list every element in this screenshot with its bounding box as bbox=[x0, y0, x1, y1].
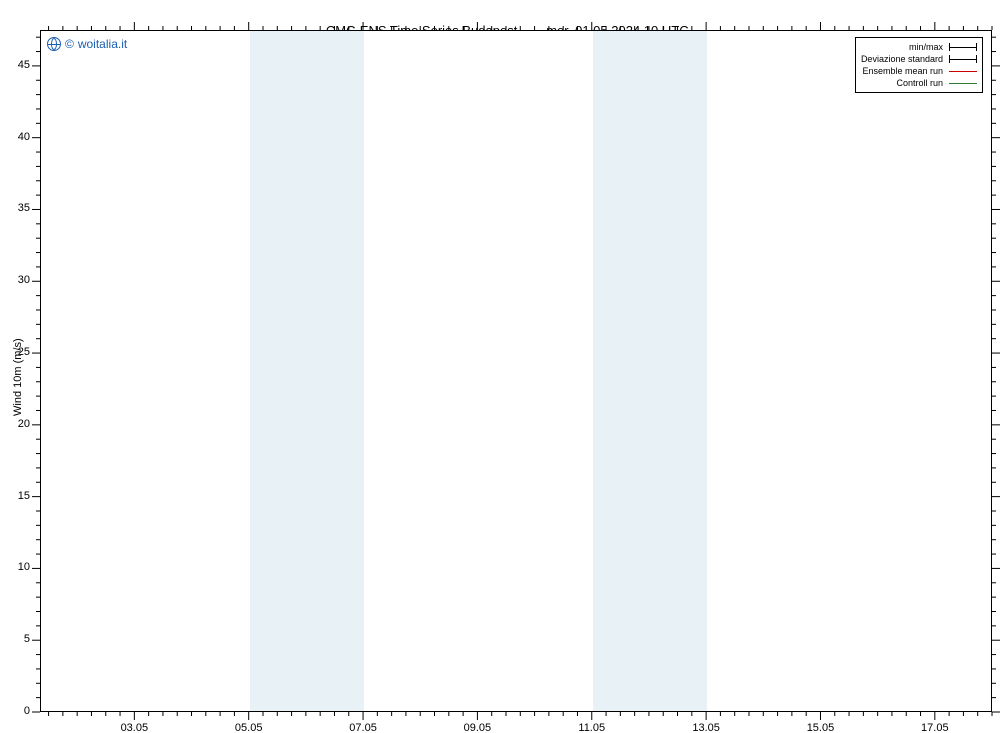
x-tick-label: 03.05 bbox=[109, 722, 159, 733]
y-tick-label: 0 bbox=[24, 705, 30, 717]
chart-container: CMC-ENS Time Series Budapest mer. 01.05.… bbox=[0, 0, 1000, 733]
x-tick-label: 15.05 bbox=[795, 722, 845, 733]
y-tick-label: 40 bbox=[18, 131, 30, 143]
x-tick-label: 09.05 bbox=[452, 722, 502, 733]
x-tick-label: 13.05 bbox=[681, 722, 731, 733]
axes-svg bbox=[0, 0, 1000, 733]
x-tick-label: 17.05 bbox=[910, 722, 960, 733]
x-tick-label: 11.05 bbox=[567, 722, 617, 733]
y-tick-label: 35 bbox=[18, 202, 30, 214]
x-tick-label: 07.05 bbox=[338, 722, 388, 733]
y-tick-label: 30 bbox=[18, 274, 30, 286]
y-tick-label: 15 bbox=[18, 490, 30, 502]
y-tick-label: 25 bbox=[18, 346, 30, 358]
y-tick-label: 20 bbox=[18, 418, 30, 430]
y-tick-label: 45 bbox=[18, 59, 30, 71]
y-tick-label: 5 bbox=[24, 633, 30, 645]
x-tick-label: 05.05 bbox=[224, 722, 274, 733]
y-tick-label: 10 bbox=[18, 561, 30, 573]
